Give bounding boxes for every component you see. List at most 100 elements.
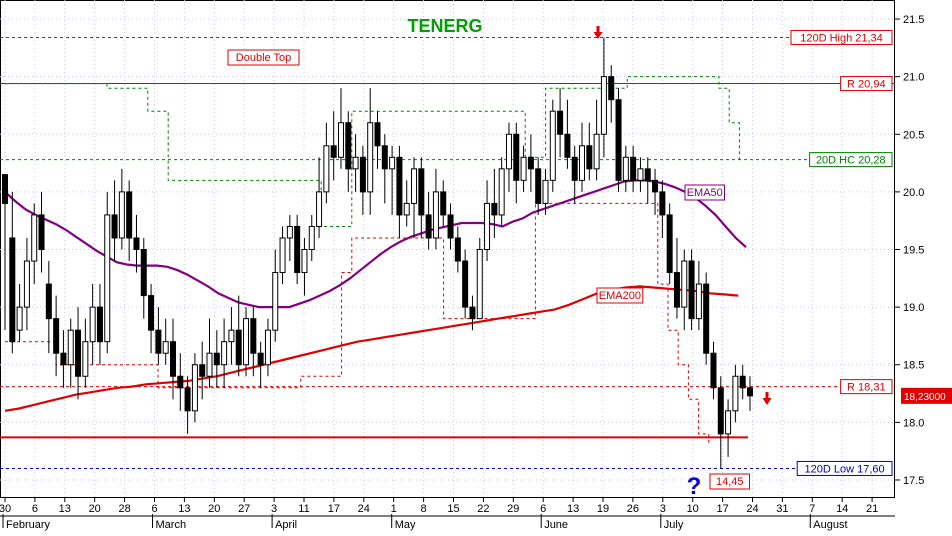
candle-body [593, 133, 600, 170]
down-arrow-icon [762, 392, 772, 405]
candle-body [264, 329, 271, 366]
candle-body [60, 352, 67, 366]
candle-body [323, 145, 330, 193]
level-labels: 120D High 21,34 R 20,94 20D HC 20,28 R 18,3… [790, 29, 893, 476]
x-tick-label: 17 [716, 503, 728, 515]
candle-body [469, 306, 476, 320]
candles [2, 37, 753, 469]
x-tick-label: 6 [32, 503, 38, 515]
candle-body [301, 249, 308, 274]
candle-body [104, 214, 111, 343]
candle-body [308, 225, 315, 250]
candle-body [586, 145, 593, 170]
x-tick-label: 14 [836, 503, 848, 515]
candle-body [169, 341, 176, 377]
x-tick-label: 3 [271, 503, 277, 515]
level-label: 120D Low 17,60 [805, 463, 885, 475]
candle-body [739, 375, 746, 389]
candle-body [286, 225, 293, 239]
candle-body [615, 99, 622, 181]
candle-body [418, 168, 425, 216]
candle-body [454, 237, 461, 262]
candle-body [148, 295, 155, 331]
x-tick-label: 24 [358, 503, 370, 515]
candle-body [549, 110, 556, 181]
candle-body [608, 76, 615, 101]
ema50-label-box [684, 184, 725, 201]
last-price-label: 18,23000 [904, 392, 946, 403]
candle-body [747, 387, 753, 397]
candle-body [221, 341, 228, 366]
candle-body [389, 156, 396, 170]
candle-body [652, 179, 659, 193]
candle-body [462, 260, 469, 308]
x-tick-label: 21 [866, 503, 878, 515]
month-label: March [156, 519, 187, 531]
x-tick-label: 29 [507, 503, 519, 515]
x-tick-label: 27 [238, 503, 250, 515]
level-label: R 20,94 [847, 79, 886, 91]
candle-body [659, 191, 666, 216]
y-tick-label: 19.0 [903, 302, 924, 314]
candle-body [206, 352, 213, 377]
x-tick-label: 6 [540, 503, 546, 515]
x-tick-label: 15 [447, 503, 459, 515]
y-axis: 17.5 18.0 18.5 19.0 19.5 20.0 20.5 21.0 21.5 18,2… [895, 14, 952, 487]
candle-body [155, 329, 162, 354]
y-tick-label: 21.5 [903, 14, 924, 26]
candle-body [126, 191, 133, 239]
x-tick-label: 19 [597, 503, 609, 515]
last-price-box [901, 387, 952, 404]
x-tick-label: 3 [660, 503, 666, 515]
month-label: April [275, 519, 297, 531]
candle-body [498, 168, 505, 216]
x-tick-label: 30 [0, 503, 11, 515]
series-line-green-highest [5, 76, 740, 227]
markers: Double Top EMA50 EMA200 14,45? [227, 26, 772, 500]
candle-body [564, 133, 571, 158]
candle-body [440, 191, 447, 216]
month-label: July [664, 519, 684, 531]
question-mark: ? [687, 473, 702, 500]
candle-body [316, 191, 323, 227]
candle-body [681, 260, 688, 308]
candle-body [213, 352, 220, 366]
level-label: R 18,31 [847, 382, 886, 394]
candle-body [447, 214, 454, 239]
candle-body [557, 110, 564, 135]
level-label-box [840, 379, 893, 395]
x-tick-label: 8 [421, 503, 427, 515]
candle-body [703, 283, 710, 354]
candle-body [644, 168, 651, 181]
candle-body [272, 272, 279, 331]
candle-body [505, 133, 512, 170]
candle-body [257, 352, 264, 366]
candle-body [374, 122, 381, 147]
candle-body [243, 318, 250, 366]
plot-background [0, 0, 895, 498]
ema200-label: EMA200 [599, 290, 641, 302]
candle-body [184, 387, 191, 412]
month-label: August [813, 519, 847, 531]
candle-body [571, 156, 578, 181]
candle-body [381, 145, 388, 170]
y-tick-label: 17.5 [903, 475, 924, 487]
candle-body [520, 156, 527, 181]
candle-body [162, 341, 169, 354]
x-tick-label: 13 [59, 503, 71, 515]
candle-body [732, 375, 739, 412]
candle-body [140, 249, 147, 297]
candle-body [579, 145, 586, 181]
x-tick-label: 1 [391, 503, 397, 515]
x-tick-label: 22 [477, 503, 489, 515]
candle-body [688, 260, 695, 320]
candle-body [118, 191, 125, 239]
ema200-label-box [596, 287, 644, 304]
candle-body [2, 174, 8, 204]
candle-body [527, 156, 534, 170]
candle-body [396, 156, 403, 216]
y-tick-label: 18.5 [903, 360, 924, 372]
candle-body [9, 237, 16, 343]
candle-body [345, 122, 352, 170]
